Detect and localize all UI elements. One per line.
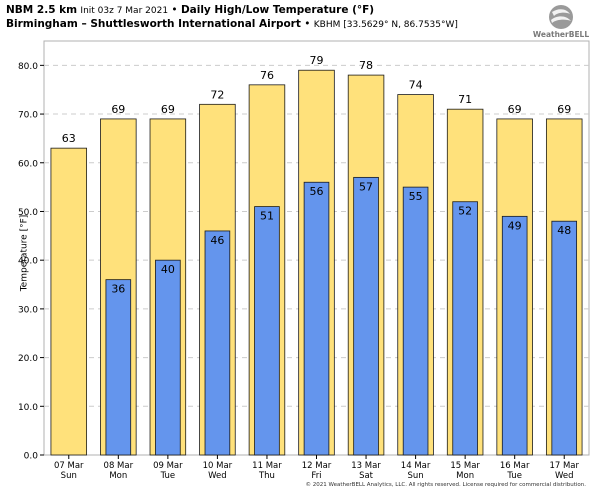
x-tick-label-day: Sat bbox=[359, 471, 374, 481]
x-tick-label-date: 07 Mar bbox=[54, 461, 84, 471]
x-tick-label-date: 09 Mar bbox=[153, 461, 183, 471]
logo-text: WeatherBELL bbox=[533, 30, 589, 39]
high-temp-label: 63 bbox=[62, 132, 76, 145]
station-name: Birmingham – Shuttlesworth International… bbox=[6, 18, 301, 30]
x-tick-label-day: Thu bbox=[258, 471, 275, 481]
y-tick-label: 40.0 bbox=[18, 257, 38, 267]
y-tick-label: 70.0 bbox=[18, 111, 38, 121]
x-tick-label-day: Wed bbox=[555, 471, 574, 481]
high-temp-label: 71 bbox=[458, 93, 472, 106]
high-temp-label: 78 bbox=[359, 59, 373, 72]
low-temp-bar bbox=[353, 176, 379, 456]
low-temp-label: 57 bbox=[359, 180, 373, 193]
chart-header-line-1: NBM 2.5 km Init 03z 7 Mar 2021 • Daily H… bbox=[6, 4, 374, 16]
high-temp-label: 69 bbox=[508, 103, 522, 116]
low-temp-label: 52 bbox=[458, 205, 472, 218]
copyright-notice: © 2021 WeatherBELL Analytics, LLC. All r… bbox=[305, 482, 586, 488]
x-tick-label-date: 15 Mar bbox=[450, 461, 480, 471]
y-tick-label: 80.0 bbox=[18, 62, 38, 72]
x-tick-label-date: 14 Mar bbox=[401, 461, 431, 471]
x-tick-label-day: Tue bbox=[160, 471, 176, 481]
low-temp-label: 49 bbox=[508, 219, 522, 232]
low-temp-bar bbox=[254, 206, 280, 456]
low-temp-bar bbox=[402, 186, 429, 456]
x-tick-label-day: Fri bbox=[311, 471, 321, 481]
y-tick-label: 20.0 bbox=[18, 354, 38, 364]
x-tick-label-date: 11 Mar bbox=[252, 461, 282, 471]
y-tick-label: 50.0 bbox=[18, 208, 38, 218]
high-temp-label: 69 bbox=[557, 103, 571, 116]
x-tick-label-date: 17 Mar bbox=[549, 461, 579, 471]
high-temp-label: 69 bbox=[161, 103, 175, 116]
model-name: NBM 2.5 km bbox=[6, 4, 78, 16]
low-temp-bar bbox=[551, 220, 578, 456]
low-temp-bar bbox=[155, 259, 181, 456]
x-tick-label-day: Mon bbox=[456, 471, 474, 481]
high-temp-label: 74 bbox=[409, 79, 423, 92]
x-tick-label-day: Mon bbox=[109, 471, 127, 481]
y-tick-label: 60.0 bbox=[18, 159, 38, 169]
y-tick-label: 30.0 bbox=[18, 305, 38, 315]
low-temp-label: 46 bbox=[210, 234, 224, 247]
y-tick-label: 0.0 bbox=[24, 452, 39, 462]
weatherbell-logo-icon: WeatherBELL bbox=[533, 5, 589, 39]
low-temp-label: 55 bbox=[409, 190, 423, 203]
low-temp-label: 36 bbox=[111, 283, 125, 296]
chart-title: Daily High/Low Temperature (°F) bbox=[180, 4, 375, 16]
low-temp-label: 40 bbox=[161, 263, 175, 276]
low-temp-label: 51 bbox=[260, 210, 274, 223]
header-separator-2: • bbox=[304, 18, 311, 30]
x-tick-label-day: Sun bbox=[61, 471, 77, 481]
y-tick-label: 10.0 bbox=[18, 403, 38, 413]
header-separator: • bbox=[171, 4, 178, 16]
x-tick-label-date: 16 Mar bbox=[500, 461, 530, 471]
init-time: Init 03z 7 Mar 2021 bbox=[80, 6, 169, 16]
x-tick-label-day: Tue bbox=[506, 471, 522, 481]
x-tick-label-date: 12 Mar bbox=[302, 461, 332, 471]
low-temp-bar bbox=[501, 215, 528, 456]
x-tick-label-day: Wed bbox=[208, 471, 227, 481]
low-temp-label: 56 bbox=[310, 185, 324, 198]
low-temp-label: 48 bbox=[557, 224, 571, 237]
chart-header-line-2: Birmingham – Shuttlesworth International… bbox=[6, 18, 458, 30]
high-temp-label: 72 bbox=[210, 88, 224, 101]
y-axis-label: Temperature [°F] bbox=[19, 214, 30, 292]
x-tick-label-date: 08 Mar bbox=[104, 461, 134, 471]
high-temp-label: 79 bbox=[310, 54, 324, 67]
low-temp-bar bbox=[204, 230, 231, 456]
x-tick-label-date: 13 Mar bbox=[351, 461, 381, 471]
x-tick-label-day: Sun bbox=[408, 471, 424, 481]
high-temp-label: 69 bbox=[111, 103, 125, 116]
x-tick-label-date: 10 Mar bbox=[203, 461, 233, 471]
low-temp-bar bbox=[303, 181, 330, 456]
low-temp-bar bbox=[452, 201, 478, 456]
high-temp-bar bbox=[50, 147, 88, 456]
station-id: KBHM [33.5629° N, 86.7535°W] bbox=[313, 20, 458, 30]
high-temp-label: 76 bbox=[260, 69, 274, 82]
low-temp-bar bbox=[105, 279, 132, 456]
